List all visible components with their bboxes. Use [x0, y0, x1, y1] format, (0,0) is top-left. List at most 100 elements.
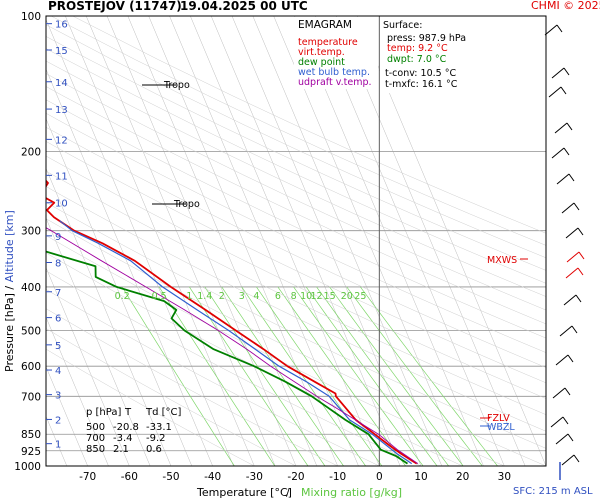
table-cell: 700 [86, 433, 106, 444]
isotherm-line [294, 16, 484, 466]
altitude-tick-label: 7 [55, 288, 61, 299]
y-tick-label: 300 [21, 226, 41, 238]
wind-barb-flag [560, 86, 567, 95]
table-cell: 500 [86, 422, 106, 433]
legend-item-dew-point: dew point [298, 57, 345, 68]
legend-item-virt-temp-: virt.temp. [298, 47, 345, 58]
series-wet-bulb-temp--line [59, 220, 413, 465]
wind-barb-icon [565, 267, 584, 279]
wind-barb-icon [556, 173, 575, 185]
dry-adiabat-line [46, 202, 546, 449]
altitude-tick-label: 10 [55, 199, 68, 210]
wind-barb-icon [551, 147, 570, 159]
legend-item-udpraft-v-temp-: udpraft v.temp. [298, 77, 372, 88]
mixing-ratio-label: 8 [291, 291, 297, 302]
wind-barb-staff [544, 24, 558, 36]
wind-barb-flag [556, 24, 563, 33]
wind-barb-icon [563, 294, 582, 306]
fzlv-label: FZLV [487, 413, 510, 424]
wind-barb-staff [556, 173, 570, 185]
altitude-tick-label: 6 [55, 314, 61, 325]
dry-adiabat-line [46, 73, 546, 311]
wind-barb-flag [577, 267, 584, 276]
credit-label: CHMI © 2025 [531, 0, 600, 12]
altitude-tick-label: 13 [55, 105, 68, 116]
y-tick-label: 200 [21, 146, 41, 158]
wind-barb-icon [565, 227, 584, 239]
y-tick-label: 100 [21, 11, 41, 23]
altitude-tick-label: 3 [55, 391, 61, 402]
wind-barb-staff [552, 387, 566, 399]
surface-tmxfc: t-mxfc: 16.1 °C [385, 79, 458, 90]
wind-barb-flag [578, 251, 585, 260]
x-tick-label: -30 [246, 471, 263, 483]
surface-press: press: 987.9 hPa [387, 33, 467, 44]
wind-barb-flag [567, 433, 574, 442]
wind-barb-icon [561, 202, 580, 214]
table-header-cell: T [125, 407, 132, 418]
wind-barb-icon [552, 387, 571, 399]
altitude-tick-label: 1 [55, 440, 61, 451]
wbzl-label: WBZL [487, 422, 515, 433]
isotherm-line [273, 16, 463, 466]
isotherm-line [46, 18, 234, 466]
x-axis-separator: / [286, 486, 290, 499]
isotherm-line [169, 16, 359, 466]
table-cell: -33.1 [146, 422, 172, 433]
table-cell: 0.6 [146, 444, 162, 455]
mixing-ratio-line [305, 286, 438, 466]
wind-barb-staff [550, 416, 564, 428]
mixing-ratio-label: 12 [311, 291, 323, 302]
wind-barb-staff [555, 433, 569, 445]
table-cell: 850 [86, 444, 106, 455]
wind-barb-icon [554, 122, 573, 134]
isotherm-line [106, 16, 297, 466]
wind-barb-icon [544, 24, 563, 36]
wind-barb-icon [566, 251, 585, 263]
isotherm-line [127, 16, 318, 466]
dry-adiabat-line [46, 24, 546, 259]
mixing-ratio-label: 3 [239, 291, 245, 302]
wind-barb-flag [573, 202, 580, 211]
x-tick-label: -50 [162, 471, 179, 483]
dry-adiabat-line [46, 141, 546, 384]
wind-barb-staff [565, 267, 579, 279]
dry-adiabat-line [46, 270, 422, 466]
table-cell: 2.1 [113, 444, 129, 455]
wind-barb-flag [577, 227, 584, 236]
mixing-ratio-label: 4 [253, 291, 259, 302]
table-cell: -9.2 [146, 433, 166, 444]
altitude-tick-label: 5 [55, 341, 61, 352]
isotherm-line [65, 16, 255, 466]
isotherm-line [148, 16, 338, 466]
surface-temp: temp: 9.2 °C [387, 43, 448, 54]
isotherm-line [335, 16, 526, 466]
isotherm-line [46, 366, 88, 466]
dry-adiabat-line [50, 16, 546, 246]
table-cell: -20.8 [113, 422, 139, 433]
altitude-tick-label: 12 [55, 135, 68, 146]
surface-tconv: t-conv: 10.5 °C [385, 68, 457, 79]
mixing-ratio-line [316, 286, 449, 466]
altitude-tick-label: 9 [55, 232, 61, 243]
datetime-title: 19.04.2025 00 UTC [180, 0, 308, 13]
altitude-tick-label: 14 [55, 78, 68, 89]
series-dew-point-line [46, 250, 408, 465]
wind-barb-flag [562, 416, 569, 425]
wind-barb-staff [555, 354, 569, 366]
mixing-ratio-line [329, 286, 464, 466]
surface-box [380, 17, 472, 93]
dry-adiabat-line [46, 289, 380, 466]
wind-barb-flag [567, 354, 574, 363]
table-cell: -3.4 [113, 433, 133, 444]
dry-adiabat-line [46, 155, 546, 399]
x-axis-title-mixing: Mixing ratio [g/kg] [301, 486, 403, 499]
wind-barb-icon [555, 433, 574, 445]
mixing-ratio-label: 0.2 [115, 291, 130, 302]
x-tick-label: -10 [329, 471, 346, 483]
mixing-ratio-label: 10 [300, 291, 312, 302]
series-udpraft-v-temp--line [46, 227, 419, 464]
altitude-tick-label: 2 [55, 415, 61, 426]
wind-barb-flag [563, 147, 570, 156]
dry-adiabat-line [46, 112, 546, 353]
